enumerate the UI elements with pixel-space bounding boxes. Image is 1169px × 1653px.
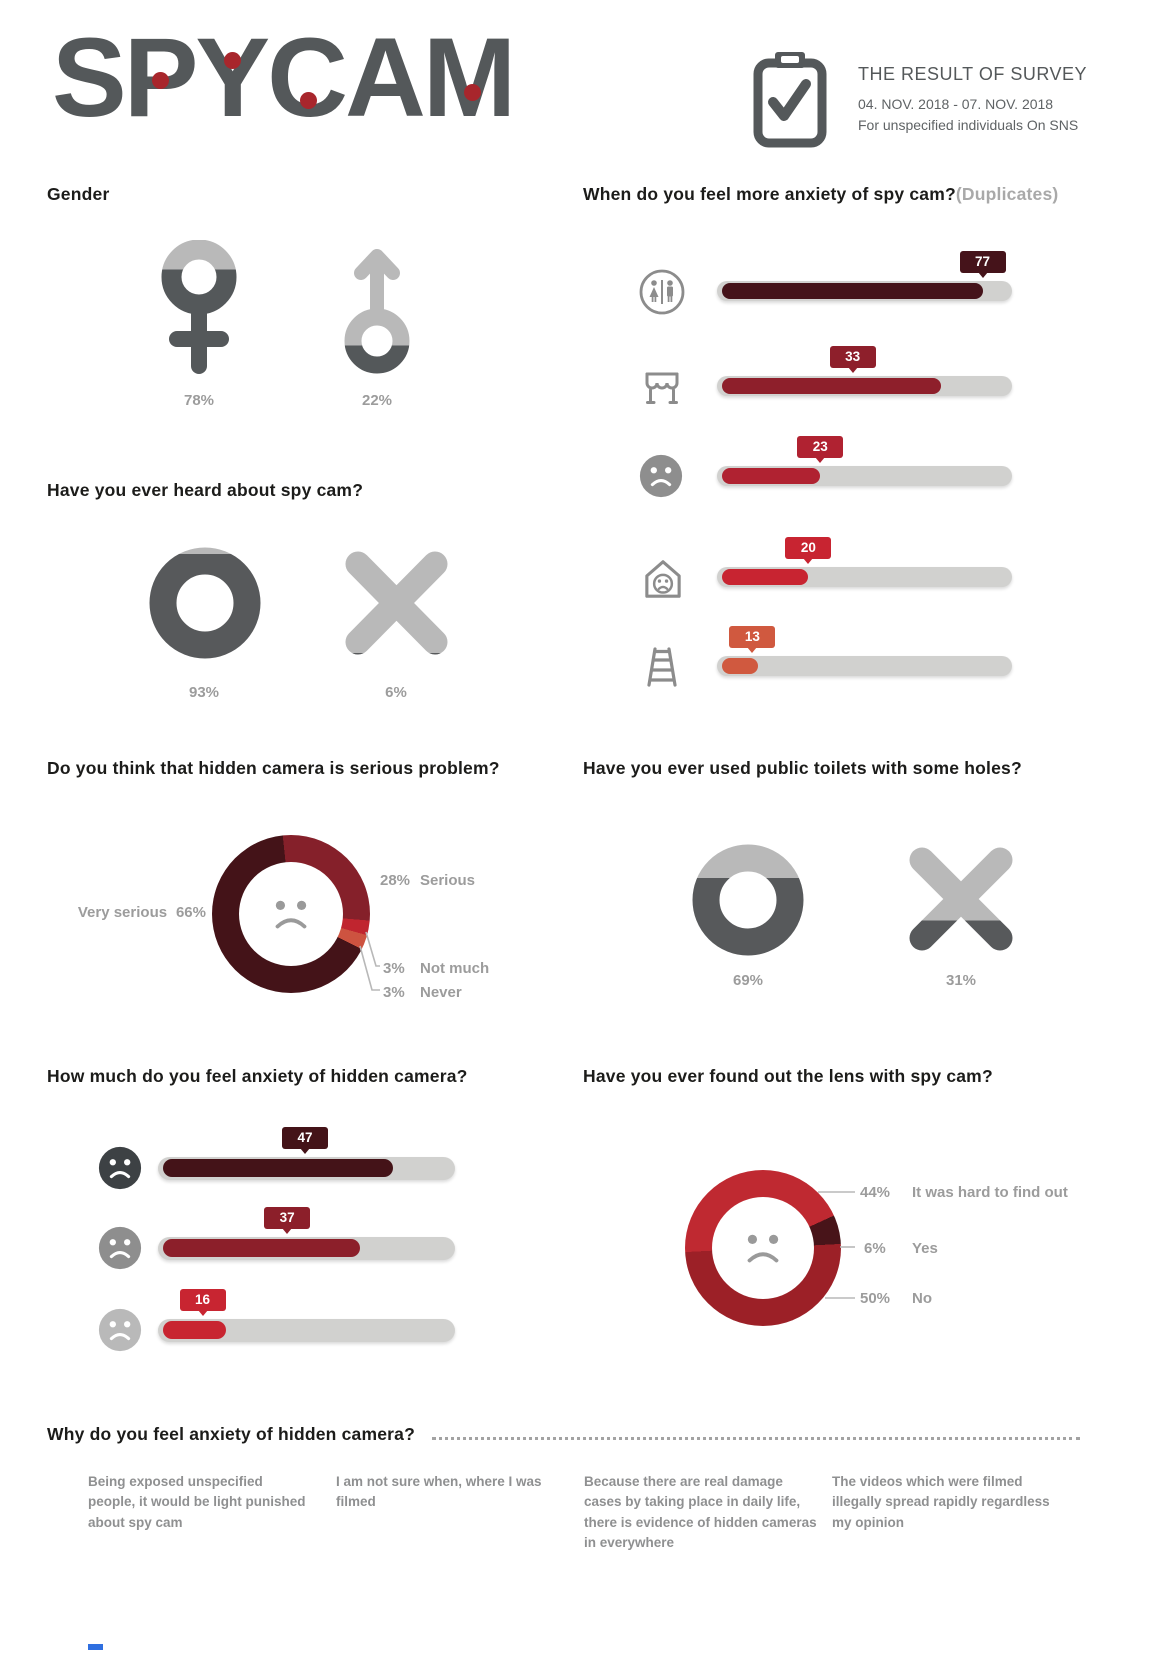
survey-audience: For unspecified individuals On SNS bbox=[858, 117, 1079, 133]
bar-value-badge: 23 bbox=[797, 436, 844, 458]
toilets-x-symbol bbox=[902, 842, 1020, 961]
serious-legend-never-pct: 3% bbox=[383, 984, 405, 1001]
female-pct-label: 78% bbox=[183, 392, 215, 409]
sad-face-icon bbox=[264, 889, 318, 944]
serious-legend-never-label: Never bbox=[420, 984, 462, 1001]
bar-fill bbox=[163, 1239, 360, 1257]
clipboard-icon bbox=[748, 50, 832, 155]
heard-x-symbol bbox=[338, 546, 454, 665]
lens-legend-yes-label: Yes bbox=[912, 1240, 938, 1257]
survey-dates: 04. NOV. 2018 - 07. NOV. 2018 bbox=[858, 96, 1054, 112]
serious-legend-connector-lines bbox=[359, 931, 380, 991]
why-reason-2: I am not sure when, where I was filmed bbox=[336, 1474, 542, 1510]
logo-dot-c bbox=[300, 92, 317, 109]
bar-track bbox=[717, 466, 1012, 486]
lens-legend-connector-lines bbox=[818, 1191, 855, 1299]
bar-track bbox=[158, 1156, 455, 1180]
bar-value-badge: 13 bbox=[729, 626, 776, 648]
heard-o-symbol bbox=[148, 546, 262, 665]
toilets-o-symbol bbox=[690, 842, 806, 963]
serious-legend-serious-label: Serious bbox=[420, 872, 476, 889]
bar-track bbox=[717, 281, 1012, 301]
lens-legend-no-pct: 50% bbox=[860, 1290, 891, 1307]
anxiety-when-heading-suffix: (Duplicates) bbox=[955, 184, 1059, 204]
sad-face-light-icon bbox=[97, 1307, 143, 1358]
toilets-heading: Have you ever used public toilets with s… bbox=[583, 758, 1022, 778]
serious-legend-serious-pct: 28% bbox=[380, 872, 411, 889]
lens-heading: Have you ever found out the lens with sp… bbox=[583, 1066, 993, 1086]
bar-value-badge: 77 bbox=[959, 251, 1006, 273]
donut-hole bbox=[239, 862, 343, 966]
anxiety-when-heading: When do you feel more anxiety of spy cam… bbox=[583, 184, 1058, 205]
bar-track bbox=[717, 376, 1012, 396]
bar-track bbox=[717, 567, 1012, 587]
gender-heading: Gender bbox=[47, 184, 110, 204]
anxiety-level-heading: How much do you feel anxiety of hidden c… bbox=[47, 1066, 468, 1086]
donut-hole bbox=[712, 1197, 814, 1299]
bar-value-badge: 20 bbox=[785, 537, 832, 559]
bar-fill bbox=[722, 569, 809, 585]
lens-legend-hard-pct: 44% bbox=[860, 1184, 891, 1201]
legend-label: Very serious bbox=[77, 904, 168, 921]
donut-ring bbox=[212, 835, 370, 993]
sad-face-dark-icon bbox=[97, 1145, 143, 1196]
why-reason-1: Being exposed unspecified people, it wou… bbox=[88, 1474, 306, 1530]
bar-value-badge: 37 bbox=[264, 1206, 311, 1229]
serious-heading: Do you think that hidden camera is serio… bbox=[47, 758, 500, 778]
legend-pct: 66% bbox=[175, 904, 206, 921]
bar-track bbox=[158, 1318, 455, 1342]
why-heading: Why do you feel anxiety of hidden camera… bbox=[47, 1424, 415, 1444]
store-icon bbox=[638, 363, 686, 416]
serious-legend-notmuch-pct: 3% bbox=[383, 960, 405, 977]
serious-legend-notmuch-label: Not much bbox=[420, 960, 490, 977]
anxiety-when-heading-text: When do you feel more anxiety of spy cam… bbox=[583, 184, 956, 204]
bar-track bbox=[158, 1236, 455, 1260]
lens-legend-yes-pct: 6% bbox=[864, 1240, 886, 1257]
house-icon bbox=[638, 554, 688, 609]
footer-mark bbox=[88, 1644, 103, 1650]
restroom-icon bbox=[638, 268, 686, 321]
lens-legend-no-label: No bbox=[912, 1290, 932, 1307]
male-pct-label: 22% bbox=[361, 392, 393, 409]
why-reason-4: The videos which were filmed illegally s… bbox=[832, 1474, 1050, 1530]
female-symbol bbox=[156, 239, 242, 379]
heard-x-pct-label: 6% bbox=[385, 684, 407, 701]
ladder-icon bbox=[638, 643, 686, 696]
bar-value-badge: 16 bbox=[179, 1288, 226, 1311]
serious-legend-very-serious: Very serious 66% bbox=[66, 904, 206, 922]
bar-fill bbox=[722, 658, 759, 674]
bar-value-badge: 33 bbox=[829, 346, 876, 368]
sad-face-mid-icon bbox=[97, 1225, 143, 1276]
bar-track bbox=[717, 656, 1012, 676]
bar-fill bbox=[722, 283, 983, 299]
logo-dot-p bbox=[152, 72, 169, 89]
donut-ring bbox=[685, 1170, 841, 1326]
toilets-o-pct-label: 69% bbox=[732, 972, 764, 989]
bar-value-badge: 47 bbox=[282, 1126, 328, 1149]
sad-face-icon bbox=[736, 1223, 790, 1278]
logo: SPYCAM bbox=[52, 15, 516, 140]
survey-title: THE RESULT OF SURVEY bbox=[858, 64, 1088, 84]
dotted-divider bbox=[432, 1437, 1080, 1440]
heard-o-pct-label: 93% bbox=[188, 684, 220, 701]
toilets-x-pct-label: 31% bbox=[945, 972, 977, 989]
logo-dot-m bbox=[464, 84, 481, 101]
male-symbol bbox=[335, 241, 419, 380]
sad-face-icon bbox=[638, 453, 684, 504]
heard-heading: Have you ever heard about spy cam? bbox=[47, 480, 364, 500]
bar-fill bbox=[722, 378, 942, 394]
lens-legend-hard-label: It was hard to find out bbox=[912, 1184, 1068, 1201]
logo-dot-y bbox=[224, 52, 241, 69]
bar-fill bbox=[163, 1159, 393, 1177]
why-reason-3: Because there are real damage cases by t… bbox=[584, 1474, 817, 1550]
bar-fill bbox=[722, 468, 821, 484]
bar-fill bbox=[163, 1321, 227, 1339]
